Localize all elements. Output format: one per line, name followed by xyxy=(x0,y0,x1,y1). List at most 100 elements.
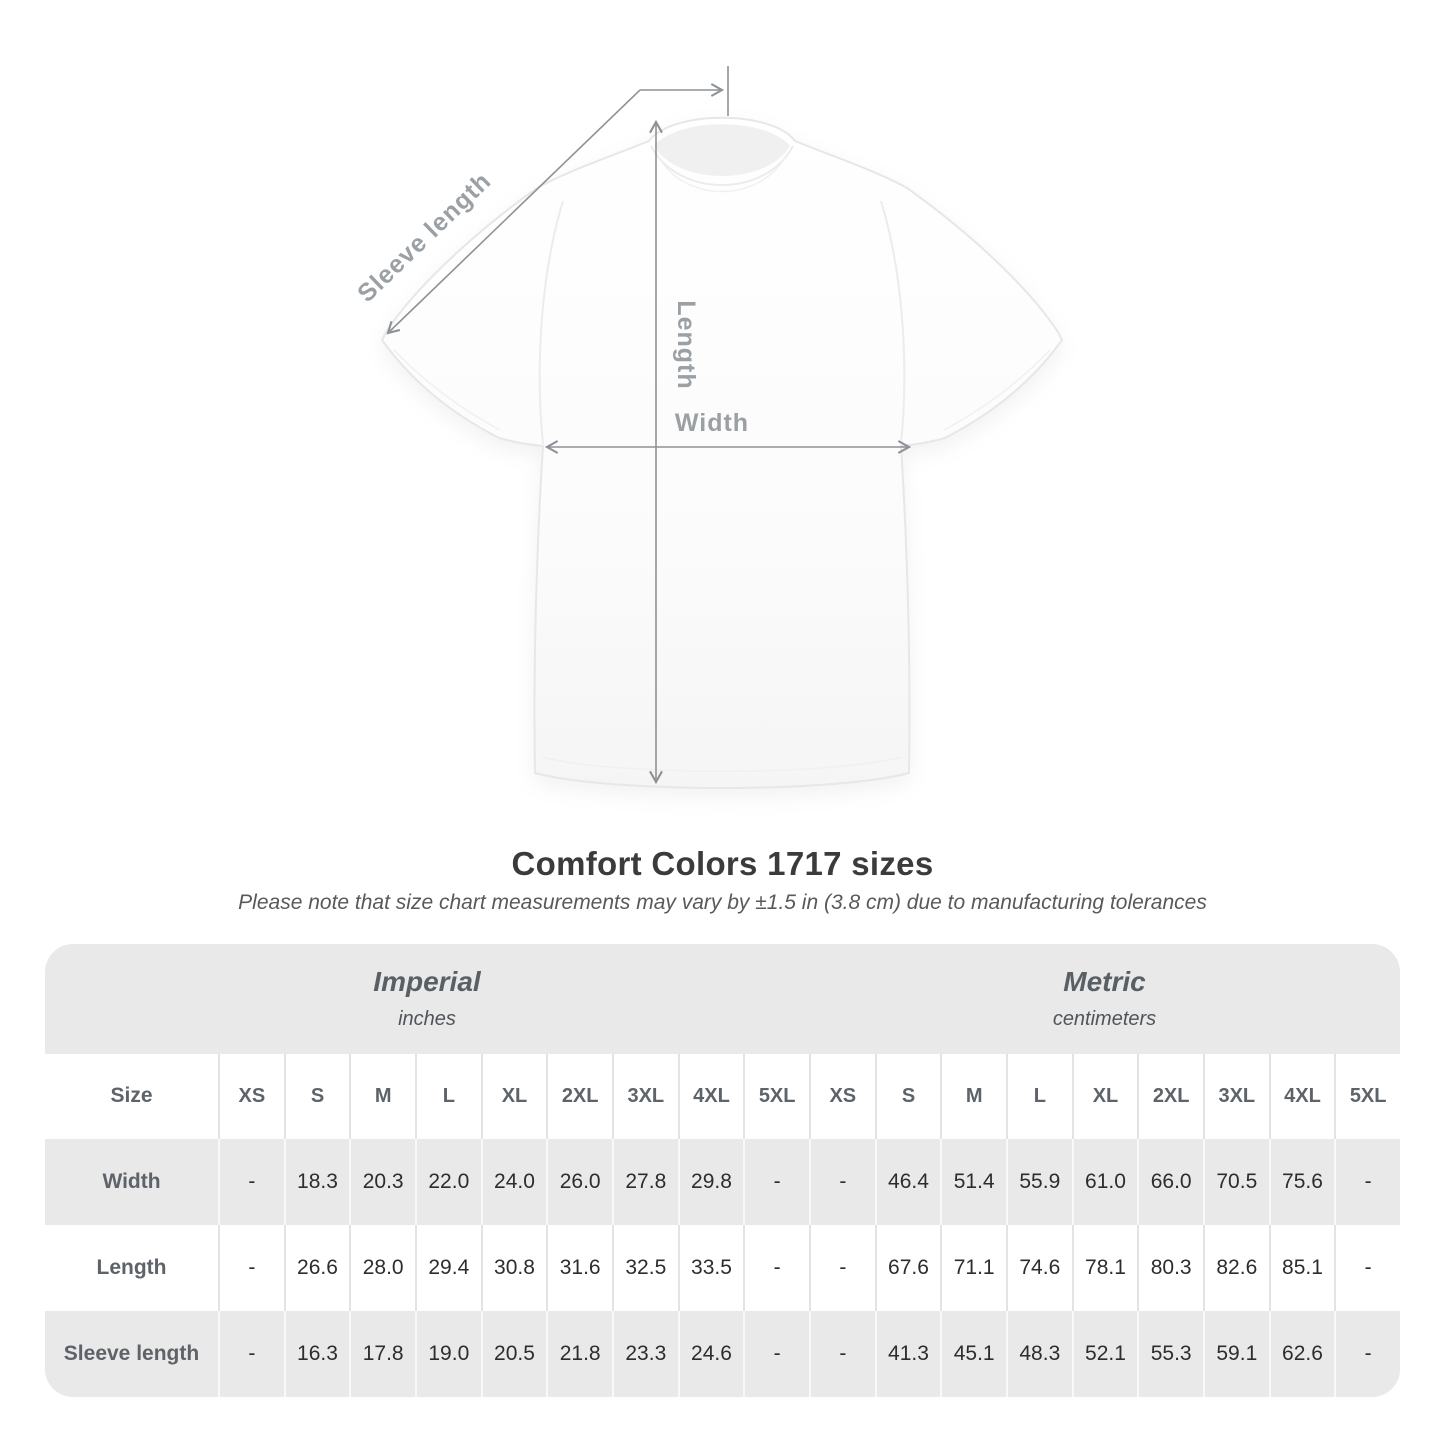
tshirt-neck-opening xyxy=(654,124,790,176)
table-cell: 66.0 xyxy=(1137,1138,1203,1225)
table-cell: 61.0 xyxy=(1071,1138,1138,1225)
table-header-row: Size XS S M L XL 2XL 3XL 4XL 5XL XS S M … xyxy=(45,1053,1400,1139)
table-cell: 23.3 xyxy=(611,1310,678,1397)
table-cell: 26.0 xyxy=(546,1138,612,1225)
page-subtitle: Please note that size chart measurements… xyxy=(238,890,1207,914)
column-header: XS xyxy=(218,1053,284,1139)
column-header: XL xyxy=(1071,1053,1138,1139)
sleeve-length-arrow xyxy=(386,89,641,335)
table-cell: - xyxy=(743,1138,809,1225)
table-cell: 80.3 xyxy=(1137,1224,1203,1311)
imperial-heading: Imperial xyxy=(373,966,481,998)
table-cell: 45.1 xyxy=(940,1310,1006,1397)
column-header: M xyxy=(940,1053,1006,1139)
column-header: 3XL xyxy=(1202,1053,1269,1139)
column-header: 4XL xyxy=(677,1053,744,1139)
table-cell: 70.5 xyxy=(1202,1138,1269,1225)
size-chart-table: Imperial inches Metric centimeters Size … xyxy=(45,943,1400,1397)
table-cell: 55.3 xyxy=(1137,1310,1203,1397)
table-cell: 18.3 xyxy=(283,1138,350,1225)
metric-unit: centimeters xyxy=(1052,1008,1157,1031)
row-label-width: Width xyxy=(102,1169,161,1193)
row-label-length: Length xyxy=(96,1255,167,1279)
column-header: 2XL xyxy=(1137,1053,1203,1139)
table-cell: 75.6 xyxy=(1268,1138,1335,1225)
right-armhole-seam xyxy=(880,200,906,445)
table-cell: - xyxy=(743,1224,809,1311)
table-cell: 41.3 xyxy=(874,1310,941,1397)
row-label-sleeve-length: Sleeve length xyxy=(63,1341,200,1365)
length-label: Length xyxy=(672,300,700,389)
table-cell: - xyxy=(1334,1224,1400,1311)
metric-heading: Metric xyxy=(1063,966,1146,998)
table-cell: 85.1 xyxy=(1268,1224,1335,1311)
right-sleeve-stitch xyxy=(943,349,1051,431)
table-cell: 16.3 xyxy=(283,1310,350,1397)
table-cell: 26.6 xyxy=(283,1224,350,1311)
collar-seam xyxy=(650,145,794,186)
table-cell: 82.6 xyxy=(1202,1224,1269,1311)
table-cell: 31.6 xyxy=(546,1224,612,1311)
column-header: M xyxy=(349,1053,415,1139)
table-cell: 30.8 xyxy=(480,1224,547,1311)
table-cell: 52.1 xyxy=(1071,1310,1138,1397)
width-label: Width xyxy=(675,409,749,437)
tshirt-measurement-diagram: Sleeve length Length Width xyxy=(352,66,1064,789)
table-cell: 74.6 xyxy=(1005,1224,1072,1311)
tshirt-image xyxy=(380,116,1064,789)
table-cell: - xyxy=(808,1224,875,1311)
collar-inner-seam xyxy=(656,153,788,193)
page-title: Comfort Colors 1717 sizes xyxy=(511,845,934,882)
table-cell: - xyxy=(1334,1138,1400,1225)
column-header: S xyxy=(283,1053,350,1139)
table-cell: 28.0 xyxy=(349,1224,415,1311)
column-header: L xyxy=(1005,1053,1072,1139)
table-cell: 29.4 xyxy=(414,1224,481,1311)
column-header: XL xyxy=(480,1053,547,1139)
table-cell: 32.5 xyxy=(611,1224,678,1311)
table-cell: 24.6 xyxy=(677,1310,744,1397)
column-header: S xyxy=(874,1053,941,1139)
table-cell: 17.8 xyxy=(349,1310,415,1397)
table-cell: 20.5 xyxy=(480,1310,547,1397)
column-header: 5XL xyxy=(743,1053,809,1139)
unit-band: Imperial inches Metric centimeters xyxy=(45,944,1400,1054)
column-header: L xyxy=(414,1053,481,1139)
table-cell: 33.5 xyxy=(677,1224,744,1311)
table-cell: 27.8 xyxy=(611,1138,678,1225)
imperial-unit: inches xyxy=(398,1008,456,1031)
table-cell: 62.6 xyxy=(1268,1310,1335,1397)
column-header: 3XL xyxy=(611,1053,678,1139)
table-cell: - xyxy=(808,1138,875,1225)
table-cell: 48.3 xyxy=(1005,1310,1072,1397)
unit-group-metric: Metric centimeters xyxy=(809,966,1400,1031)
table-cell: 21.8 xyxy=(546,1310,612,1397)
size-column-header: Size xyxy=(110,1084,153,1108)
table-cell: 19.0 xyxy=(414,1310,481,1397)
table-row-sleeve-length: Sleeve length - 16.3 17.8 19.0 20.5 21.8… xyxy=(45,1310,1400,1397)
table-row-width: Width - 18.3 20.3 22.0 24.0 26.0 27.8 29… xyxy=(45,1138,1400,1225)
tshirt-body xyxy=(380,116,1064,789)
table-cell: - xyxy=(808,1310,875,1397)
table-cell: 20.3 xyxy=(349,1138,415,1225)
table-cell: - xyxy=(218,1310,284,1397)
column-header: 5XL xyxy=(1334,1053,1400,1139)
left-armhole-seam xyxy=(538,200,564,445)
column-header: XS xyxy=(808,1053,875,1139)
table-cell: 46.4 xyxy=(874,1138,941,1225)
table-cell: 29.8 xyxy=(677,1138,744,1225)
table-cell: 55.9 xyxy=(1005,1138,1072,1225)
table-cell: - xyxy=(743,1310,809,1397)
table-cell: - xyxy=(218,1224,284,1311)
table-cell: - xyxy=(218,1138,284,1225)
table-cell: 78.1 xyxy=(1071,1224,1138,1311)
table-cell: 24.0 xyxy=(480,1138,547,1225)
table-cell: 59.1 xyxy=(1202,1310,1269,1397)
column-header: 4XL xyxy=(1268,1053,1335,1139)
hem-stitch xyxy=(541,756,903,772)
table-cell: 71.1 xyxy=(940,1224,1006,1311)
left-sleeve-stitch xyxy=(393,349,501,431)
unit-group-imperial: Imperial inches xyxy=(45,966,809,1031)
table-cell: - xyxy=(1334,1310,1400,1397)
